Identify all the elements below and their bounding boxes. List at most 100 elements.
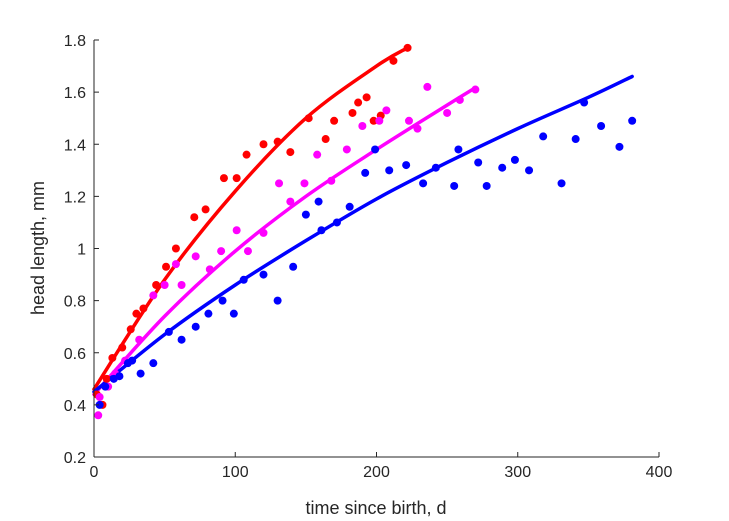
data-point-series-1 — [171, 244, 180, 253]
y-tick-label: 0.2 — [64, 450, 86, 467]
data-point-series-2 — [404, 116, 413, 125]
data-point-series-3 — [289, 262, 298, 271]
x-axis-ticks: 0 100 200 300 400 — [90, 452, 672, 481]
data-point-series-2 — [327, 176, 336, 185]
data-point-series-2 — [95, 393, 104, 402]
data-point-series-1 — [139, 304, 148, 313]
data-point-series-1 — [354, 98, 363, 107]
y-axis-label: head length, mm — [28, 181, 48, 315]
data-point-series-2 — [275, 179, 284, 188]
data-point-series-1 — [232, 174, 241, 183]
data-point-series-3 — [259, 270, 268, 279]
data-point-series-3 — [164, 327, 173, 336]
data-point-series-1 — [369, 116, 378, 125]
data-point-series-2 — [300, 179, 309, 188]
data-point-series-3 — [557, 179, 566, 188]
data-point-series-2 — [443, 108, 452, 117]
data-point-series-3 — [615, 142, 624, 151]
data-point-series-2 — [375, 116, 384, 125]
data-point-series-2 — [286, 197, 295, 206]
data-point-series-1 — [389, 56, 398, 65]
data-point-series-2 — [160, 280, 169, 289]
data-point-series-3 — [371, 145, 380, 154]
data-point-series-3 — [498, 163, 507, 172]
data-point-series-2 — [191, 252, 200, 261]
data-point-series-1 — [219, 174, 228, 183]
y-tick-label: 1.8 — [64, 33, 86, 50]
data-point-series-3 — [128, 356, 137, 365]
data-point-series-3 — [539, 132, 548, 141]
data-point-series-3 — [115, 372, 124, 381]
data-point-series-2 — [232, 226, 241, 235]
data-point-series-2 — [171, 260, 180, 269]
y-tick-label: 1.4 — [64, 137, 86, 154]
data-point-series-1 — [132, 309, 141, 318]
data-point-series-3 — [317, 226, 326, 235]
data-point-series-3 — [149, 359, 158, 368]
data-point-series-1 — [348, 108, 357, 117]
data-point-series-3 — [482, 181, 491, 190]
data-point-series-1 — [273, 137, 282, 146]
data-point-series-2 — [455, 95, 464, 104]
data-point-series-3 — [571, 135, 580, 144]
data-point-series-1 — [190, 213, 199, 222]
data-point-series-3 — [580, 98, 589, 107]
fit-line-series-1 — [92, 46, 410, 391]
data-point-series-2 — [243, 247, 252, 256]
data-point-series-3 — [419, 179, 428, 188]
fit-line-series-2 — [92, 87, 475, 397]
data-point-series-3 — [314, 197, 323, 206]
x-tick-label: 200 — [363, 464, 390, 481]
data-point-series-1 — [102, 374, 111, 383]
data-point-series-1 — [118, 343, 127, 352]
data-point-series-3 — [361, 168, 370, 177]
data-point-series-1 — [126, 325, 135, 334]
data-point-series-3 — [431, 163, 440, 172]
fit-lines — [92, 46, 634, 397]
x-tick-label: 0 — [90, 464, 99, 481]
y-tick-label: 0.8 — [64, 294, 86, 311]
data-point-series-3 — [474, 158, 483, 167]
data-point-series-3 — [525, 166, 534, 175]
y-tick-label: 1 — [77, 242, 86, 259]
data-point-series-2 — [177, 280, 186, 289]
data-point-series-1 — [286, 148, 295, 157]
data-point-series-3 — [95, 400, 104, 409]
data-point-series-1 — [330, 116, 339, 125]
y-tick-label: 1.6 — [64, 85, 86, 102]
data-point-series-3 — [385, 166, 394, 175]
data-point-series-2 — [135, 335, 144, 344]
y-tick-label: 0.6 — [64, 346, 86, 363]
data-point-series-3 — [345, 202, 354, 211]
data-point-series-3 — [229, 309, 238, 318]
data-point-series-2 — [313, 150, 322, 159]
data-point-series-3 — [510, 155, 519, 164]
data-point-series-1 — [242, 150, 251, 159]
fit-line-series-3 — [92, 74, 634, 394]
data-point-series-2 — [205, 265, 214, 274]
data-point-series-3 — [101, 382, 110, 391]
data-point-series-3 — [454, 145, 463, 154]
data-point-series-3 — [204, 309, 213, 318]
data-point-series-3 — [136, 369, 145, 378]
data-point-series-2 — [217, 247, 226, 256]
data-point-series-2 — [413, 124, 422, 133]
data-point-series-3 — [450, 181, 459, 190]
data-point-series-1 — [259, 140, 268, 149]
data-point-series-1 — [304, 114, 313, 123]
x-axis-label: time since birth, d — [305, 498, 446, 518]
data-point-series-2 — [94, 411, 103, 420]
data-point-series-3 — [191, 322, 200, 331]
data-point-series-3 — [402, 161, 411, 170]
y-axis-ticks: 0.2 0.4 0.6 0.8 1 1.2 1.4 1.6 1.8 — [64, 33, 99, 467]
data-point-series-3 — [218, 296, 227, 305]
x-tick-label: 100 — [222, 464, 249, 481]
data-point-series-3 — [239, 275, 248, 284]
data-point-series-1 — [321, 135, 330, 144]
data-point-series-1 — [162, 262, 171, 271]
data-point-series-3 — [301, 210, 310, 219]
data-point-series-2 — [342, 145, 351, 154]
data-point-series-3 — [273, 296, 282, 305]
data-point-series-1 — [108, 353, 117, 362]
